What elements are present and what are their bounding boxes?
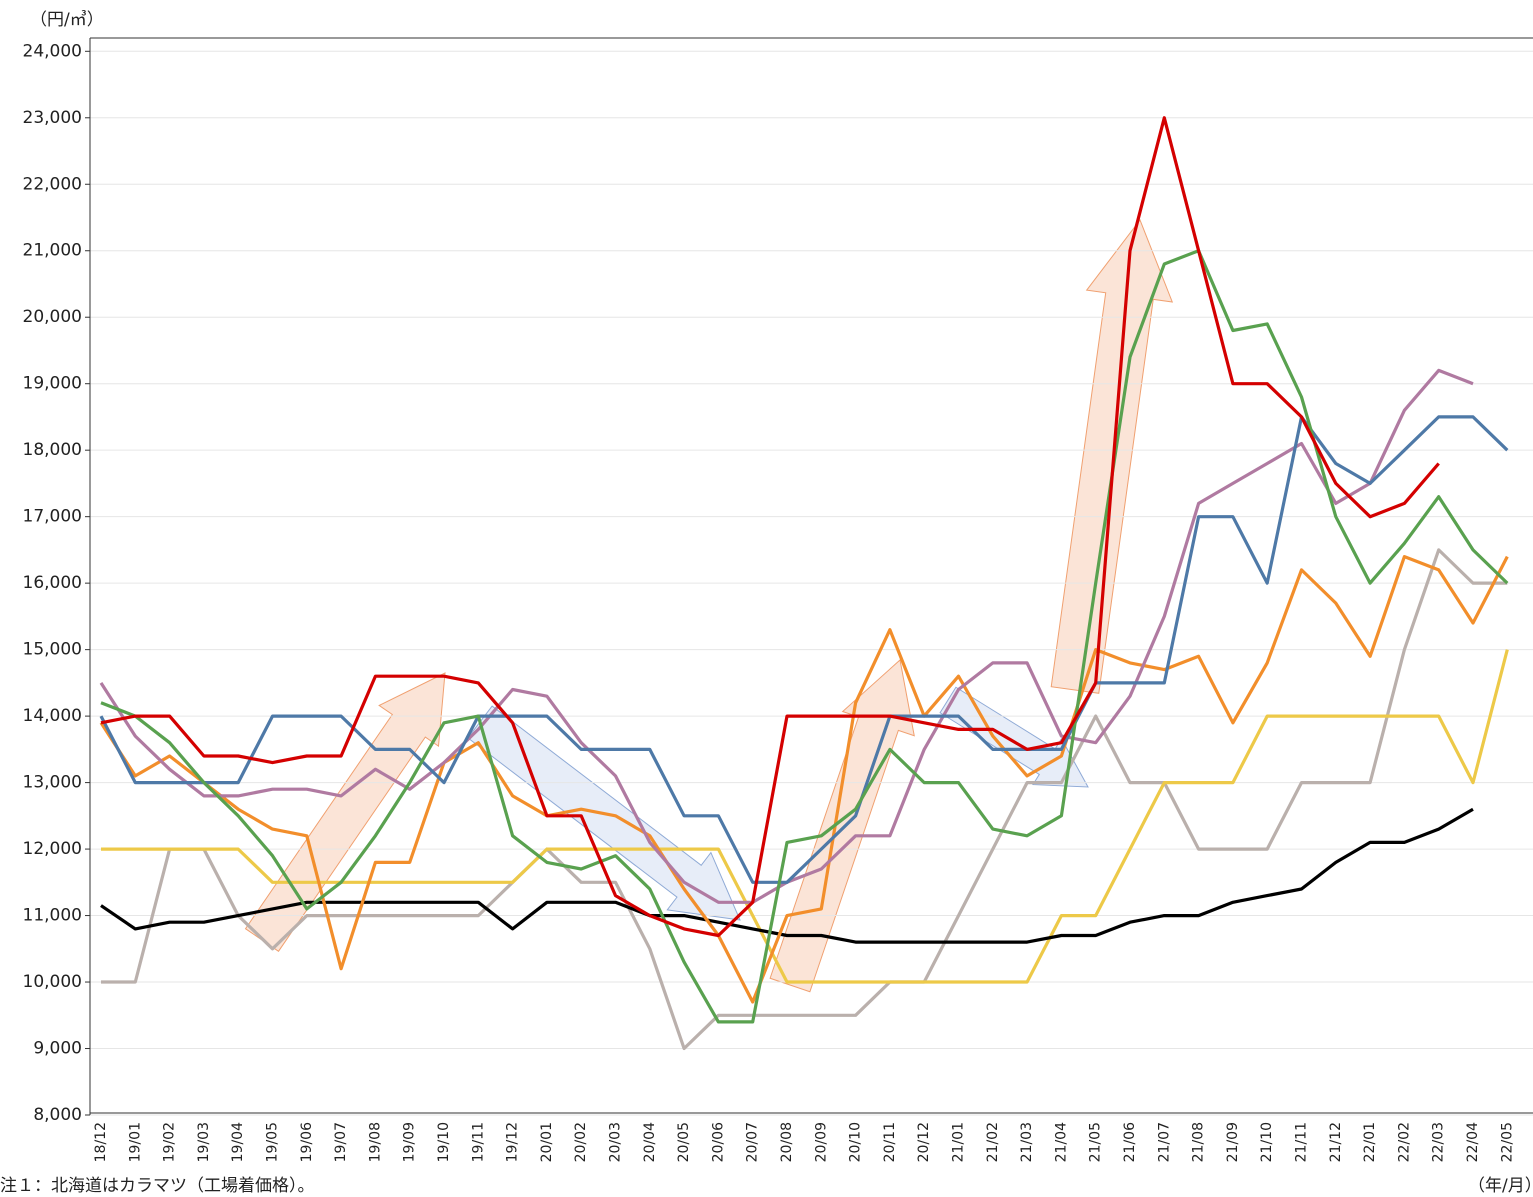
x-tick-label: 20/02 (573, 1122, 589, 1162)
y-tick-label: 11,000 (23, 906, 82, 926)
series-line (99, 415, 1509, 884)
trend-arrow (1050, 218, 1174, 694)
footnote: 注１：北海道はカラマツ（工場着価格）。 (0, 1176, 315, 1196)
x-tick-label: 19/03 (196, 1122, 212, 1162)
y-tick-label: 21,000 (23, 241, 82, 261)
x-tick-label: 22/02 (1396, 1122, 1412, 1162)
y-tick-label: 16,000 (23, 573, 82, 593)
x-tick-label: 21/03 (1019, 1122, 1035, 1162)
x-tick-label: 22/05 (1499, 1122, 1515, 1162)
x-tick-label: 21/07 (1156, 1122, 1172, 1162)
y-tick-label: 17,000 (23, 507, 82, 527)
y-tick-label: 15,000 (23, 640, 82, 660)
x-tick-label: 22/01 (1362, 1122, 1378, 1162)
y-tick-label: 24,000 (23, 41, 82, 61)
x-tick-label: 21/04 (1053, 1122, 1069, 1162)
x-tick-label: 19/11 (470, 1122, 486, 1162)
x-tick-label: 19/05 (265, 1122, 281, 1162)
y-tick-label: 23,000 (23, 108, 82, 128)
series-line (99, 555, 1509, 1004)
x-tick-label: 21/05 (1088, 1122, 1104, 1162)
y-tick-label: 19,000 (23, 374, 82, 394)
x-tick-label: 20/03 (608, 1122, 624, 1162)
x-tick-label: 18/12 (93, 1122, 109, 1162)
x-tick-label: 20/04 (642, 1122, 658, 1162)
series-line (100, 807, 1474, 944)
x-tick-label: 20/09 (813, 1122, 829, 1162)
x-tick-label: 21/01 (951, 1122, 967, 1162)
y-tick-label: 22,000 (23, 174, 82, 194)
series-line (101, 548, 1508, 1051)
x-unit: （年/月） (1468, 1176, 1533, 1196)
x-tick-label: 22/04 (1465, 1122, 1481, 1162)
x-tick-label: 19/08 (367, 1122, 383, 1162)
x-tick-label: 20/08 (779, 1122, 795, 1162)
x-tick-label: 20/01 (539, 1122, 555, 1162)
y-tick-label: 12,000 (23, 839, 82, 859)
x-tick-label: 21/06 (1122, 1122, 1138, 1162)
y-tick-label: 14,000 (23, 706, 82, 726)
series-line (100, 116, 1440, 938)
x-tick-label: 21/10 (1259, 1122, 1275, 1162)
y-tick-label: 8,000 (33, 1105, 82, 1125)
x-tick-label: 19/04 (230, 1122, 246, 1162)
x-tick-label: 21/11 (1294, 1122, 1310, 1162)
x-tick-label: 19/09 (402, 1122, 418, 1162)
y-tick-label: 20,000 (23, 307, 82, 327)
x-tick-label: 21/08 (1191, 1122, 1207, 1162)
y-tick-label: 10,000 (23, 972, 82, 992)
x-tick-label: 22/03 (1431, 1122, 1447, 1162)
series-line (100, 249, 1509, 1024)
x-tick-label: 20/10 (848, 1122, 864, 1162)
x-tick-label: 20/06 (710, 1122, 726, 1162)
x-tick-label: 20/07 (745, 1122, 761, 1162)
x-tick-label: 19/02 (162, 1122, 178, 1162)
y-tick-label: 9,000 (33, 1039, 82, 1059)
x-tick-label: 21/02 (985, 1122, 1001, 1162)
x-tick-label: 19/06 (299, 1122, 315, 1162)
x-tick-label: 19/10 (436, 1122, 452, 1162)
trend-arrows (244, 218, 1174, 993)
y-unit: （円/㎥） (30, 10, 104, 30)
x-tick-label: 19/12 (505, 1122, 521, 1162)
x-tick-label: 19/07 (333, 1122, 349, 1162)
x-tick-label: 21/12 (1328, 1122, 1344, 1162)
x-tick-label: 19/01 (127, 1122, 143, 1162)
series-line (101, 649, 1509, 984)
x-tick-label: 21/09 (1225, 1122, 1241, 1162)
x-tick-label: 20/11 (882, 1122, 898, 1162)
y-tick-label: 13,000 (23, 773, 82, 793)
x-tick-label: 20/12 (916, 1122, 932, 1162)
x-tick-label: 20/05 (676, 1122, 692, 1162)
y-tick-label: 18,000 (23, 440, 82, 460)
